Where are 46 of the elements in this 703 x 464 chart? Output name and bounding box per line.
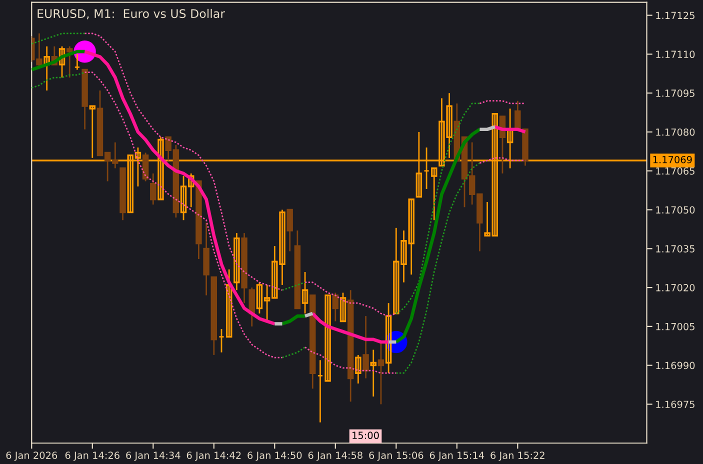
candlestick	[355, 354, 362, 384]
x-tick-label: 6 Jan 15:14	[430, 452, 484, 461]
candlestick	[317, 359, 324, 424]
candlestick	[234, 232, 240, 291]
candlestick	[286, 208, 293, 252]
y-tick-label: 1.16990	[656, 362, 695, 370]
y-tick-label: 1.16975	[656, 400, 694, 408]
candlestick	[58, 46, 66, 78]
candlestick	[302, 271, 308, 314]
y-tick-label: 1.17125	[656, 12, 694, 20]
chart-title: EURUSD, M1: Euro vs US Dollar	[38, 8, 226, 20]
x-tick-label: 6 Jan 15:06	[369, 452, 424, 461]
candlestick	[378, 341, 384, 405]
candlestick	[370, 349, 376, 398]
x-tick-label: 6 Jan 15:22	[490, 452, 544, 461]
y-tick-label: 1.17095	[656, 90, 694, 97]
candlestick	[44, 46, 50, 92]
candlestick	[514, 100, 521, 130]
x-tick-label: 6 Jan 2026	[6, 452, 58, 461]
y-tick-label: 1.17080	[656, 128, 695, 136]
candlestick	[431, 167, 438, 221]
ref-line-label: 1.17069	[653, 156, 692, 164]
annotation: 15:00	[352, 432, 379, 440]
candlestick	[36, 32, 42, 68]
x-tick-label: 6 Jan 14:34	[126, 452, 180, 461]
candlestick	[324, 294, 331, 382]
candlestick	[142, 152, 149, 182]
candlestick	[150, 172, 156, 206]
y-tick-label: 1.17005	[656, 322, 694, 330]
y-tick-label: 1.17050	[656, 206, 695, 214]
y-tick-label: 1.17020	[656, 284, 695, 292]
candlestick	[218, 328, 224, 354]
candlestick	[226, 268, 232, 338]
candlestick	[362, 315, 369, 379]
x-tick-label: 6 Jan 14:50	[248, 452, 302, 461]
candlestick	[66, 46, 73, 78]
candlestick	[332, 292, 339, 322]
y-tick-label: 1.17065	[656, 167, 694, 175]
candlestick	[74, 53, 80, 70]
x-tick-label: 6 Jan 14:58	[308, 452, 362, 461]
candlestick	[385, 302, 392, 374]
x-tick-label: 6 Jan 14:26	[65, 452, 120, 461]
y-tick-label: 1.17110	[656, 50, 695, 58]
y-tick-label: 1.17035	[656, 245, 694, 252]
candlestick	[340, 292, 346, 322]
x-tick-label: 6 Jan 14:42	[186, 452, 241, 461]
